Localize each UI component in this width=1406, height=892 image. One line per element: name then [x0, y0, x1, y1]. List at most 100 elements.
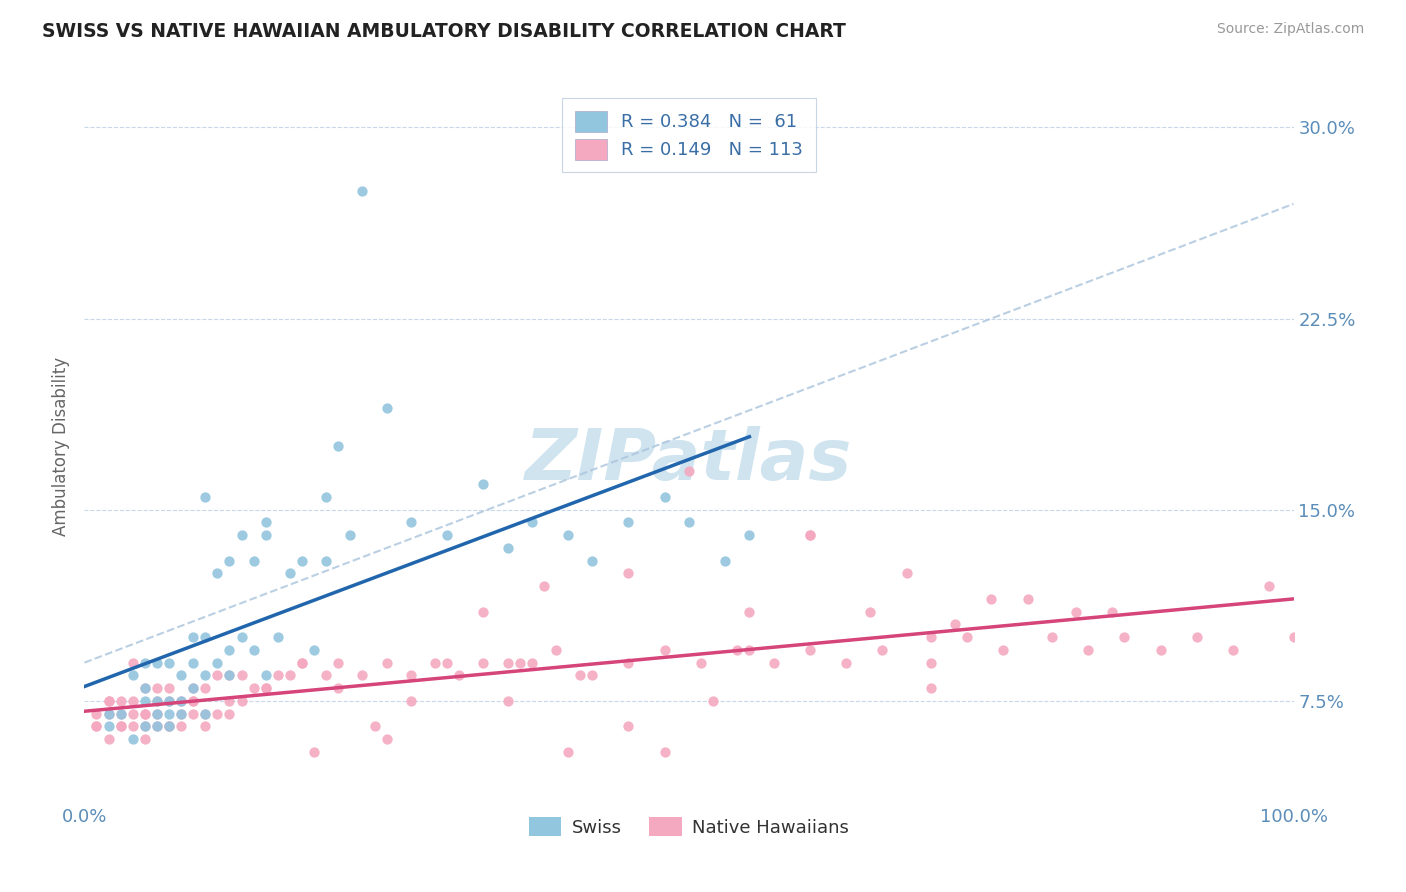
Point [254, 668, 277, 682]
Point [170, 719, 193, 733]
Point [267, 630, 290, 644]
Point [896, 566, 918, 581]
Point [436, 528, 458, 542]
Point [1185, 630, 1208, 644]
Point [218, 668, 240, 682]
Point [654, 745, 676, 759]
Point [170, 706, 193, 721]
Point [181, 706, 204, 721]
Legend: Swiss, Native Hawaiians: Swiss, Native Hawaiians [522, 810, 856, 844]
Point [254, 528, 277, 542]
Point [920, 681, 942, 695]
Point [315, 554, 337, 568]
Point [291, 656, 314, 670]
Point [110, 719, 132, 733]
Point [533, 579, 555, 593]
Point [218, 706, 240, 721]
Point [799, 643, 821, 657]
Point [678, 465, 700, 479]
Point [581, 668, 603, 682]
Point [496, 541, 519, 555]
Point [207, 668, 229, 682]
Point [146, 694, 169, 708]
Point [254, 516, 277, 530]
Text: SWISS VS NATIVE HAWAIIAN AMBULATORY DISABILITY CORRELATION CHART: SWISS VS NATIVE HAWAIIAN AMBULATORY DISA… [42, 22, 846, 41]
Point [375, 656, 398, 670]
Point [157, 719, 180, 733]
Point [181, 694, 204, 708]
Point [231, 668, 253, 682]
Point [872, 643, 894, 657]
Point [799, 528, 821, 542]
Point [291, 554, 314, 568]
Point [157, 694, 180, 708]
Point [231, 630, 253, 644]
Point [242, 554, 264, 568]
Point [242, 643, 264, 657]
Point [1017, 591, 1039, 606]
Point [157, 681, 180, 695]
Point [302, 643, 325, 657]
Point [1282, 630, 1305, 644]
Point [472, 605, 495, 619]
Point [121, 656, 143, 670]
Point [146, 719, 169, 733]
Point [194, 668, 217, 682]
Point [278, 668, 301, 682]
Point [110, 706, 132, 721]
Point [1258, 579, 1281, 593]
Point [291, 656, 314, 670]
Point [97, 732, 120, 747]
Point [146, 706, 169, 721]
Point [207, 656, 229, 670]
Point [194, 706, 217, 721]
Point [762, 656, 785, 670]
Point [207, 566, 229, 581]
Point [544, 643, 567, 657]
Point [86, 719, 108, 733]
Point [170, 668, 193, 682]
Point [218, 694, 240, 708]
Point [859, 605, 882, 619]
Point [121, 719, 143, 733]
Point [1040, 630, 1063, 644]
Point [714, 554, 737, 568]
Point [375, 401, 398, 415]
Point [181, 681, 204, 695]
Point [278, 566, 301, 581]
Point [181, 681, 204, 695]
Point [157, 656, 180, 670]
Point [423, 656, 446, 670]
Point [315, 490, 337, 504]
Point [97, 719, 120, 733]
Point [352, 184, 374, 198]
Point [449, 668, 471, 682]
Point [157, 706, 180, 721]
Point [581, 554, 603, 568]
Point [181, 630, 204, 644]
Text: ZIPatlas: ZIPatlas [526, 425, 852, 495]
Point [375, 732, 398, 747]
Point [690, 656, 713, 670]
Point [110, 694, 132, 708]
Point [157, 694, 180, 708]
Point [134, 694, 156, 708]
Point [134, 681, 156, 695]
Point [134, 719, 156, 733]
Point [231, 694, 253, 708]
Point [170, 694, 193, 708]
Point [121, 694, 143, 708]
Point [134, 719, 156, 733]
Text: Source: ZipAtlas.com: Source: ZipAtlas.com [1216, 22, 1364, 37]
Point [110, 719, 132, 733]
Point [920, 656, 942, 670]
Point [110, 706, 132, 721]
Point [617, 656, 640, 670]
Point [146, 694, 169, 708]
Point [121, 706, 143, 721]
Point [254, 681, 277, 695]
Point [231, 528, 253, 542]
Point [86, 719, 108, 733]
Point [134, 656, 156, 670]
Point [738, 643, 761, 657]
